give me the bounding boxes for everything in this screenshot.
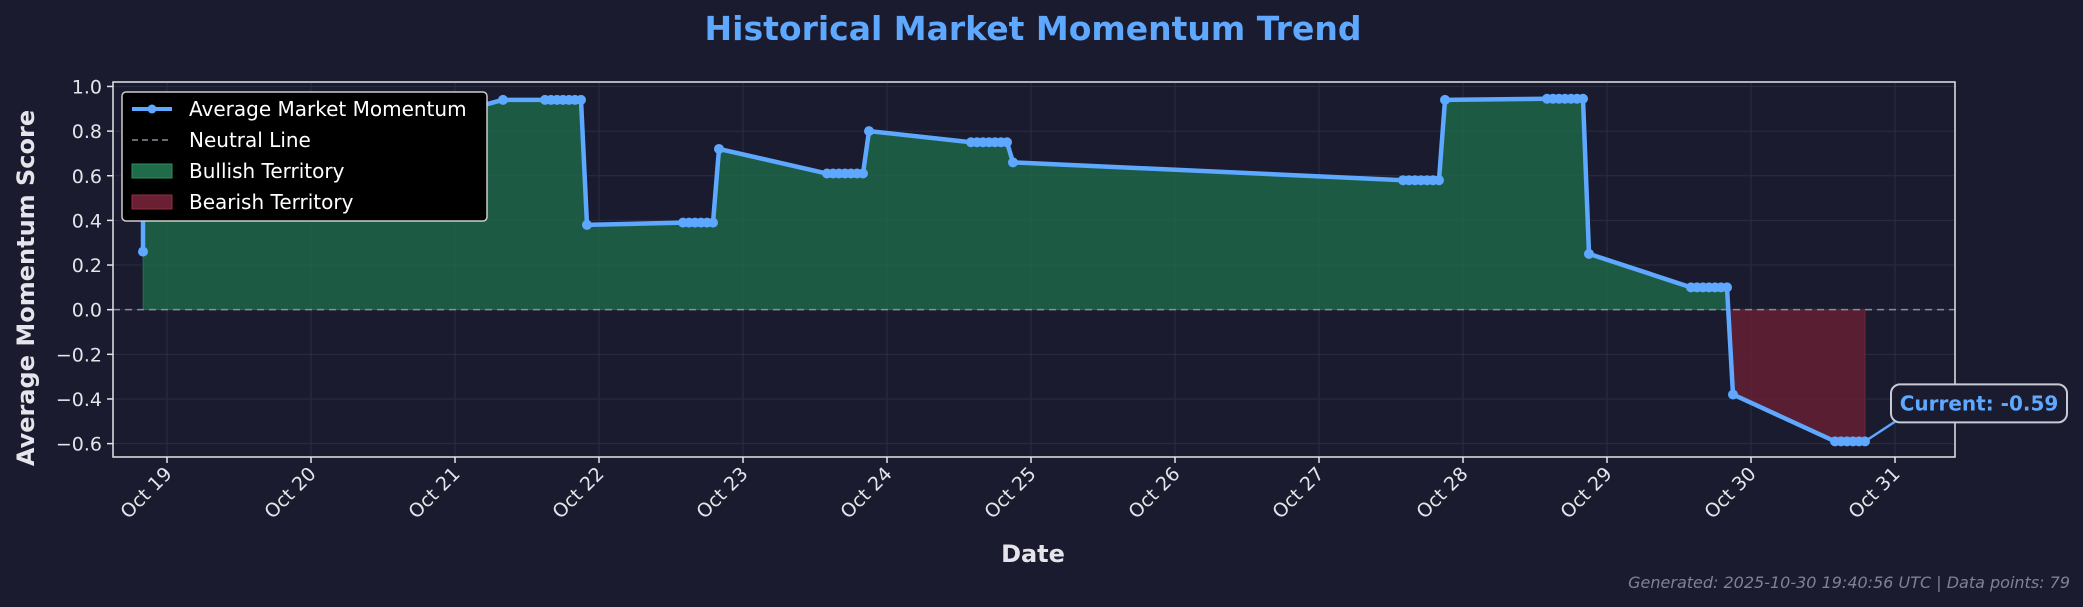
footer-generated-info: Generated: 2025-10-30 19:40:56 UTC | Dat…: [1628, 573, 2070, 592]
data-point: [1002, 137, 1012, 148]
y-tick-label: 0.0: [72, 300, 102, 322]
data-point: [864, 126, 874, 137]
data-point: [708, 217, 718, 228]
x-tick-label: Oct 22: [548, 463, 608, 523]
x-tick-label: Oct 25: [980, 463, 1040, 523]
legend-entry-bearish: Bearish Territory: [189, 190, 354, 214]
plot-area: [112, 81, 1956, 458]
x-tick-label: Oct 30: [1700, 463, 1760, 523]
data-point: [1860, 436, 1870, 447]
y-tick-label: 0.6: [72, 166, 102, 188]
x-tick-label: Oct 24: [836, 463, 896, 523]
legend: Average Market Momentum Neutral Line Bul…: [121, 91, 488, 222]
x-tick-label: Oct 20: [260, 463, 320, 523]
y-tick-label: −0.4: [56, 389, 102, 411]
plot-frame: [112, 81, 1956, 458]
x-axis-ticks: Oct 19 Oct 20 Oct 21 Oct 22 Oct 23 Oct 24 Oct …: [116, 457, 1905, 523]
y-tick-label: 0.8: [72, 121, 102, 143]
data-point: [1584, 248, 1594, 259]
legend-box: [121, 91, 488, 222]
y-tick-label: −0.2: [56, 344, 102, 366]
chart-title: Historical Market Momentum Trend: [705, 9, 1362, 48]
y-axis-ticks: −0.6 −0.4 −0.2 0.0 0.2 0.4 0.6 0.8 1.0: [56, 76, 113, 456]
data-point: [1008, 157, 1018, 168]
data-point: [582, 219, 592, 230]
x-axis-label: Date: [1001, 540, 1065, 568]
x-tick-label: Oct 27: [1268, 463, 1328, 523]
legend-entry-series: Average Market Momentum: [189, 97, 467, 121]
x-tick-label: Oct 29: [1556, 463, 1616, 523]
data-point: [1434, 175, 1444, 186]
data-point: [138, 246, 148, 257]
x-tick-label: Oct 23: [692, 463, 752, 523]
x-tick-label: Oct 19: [116, 463, 176, 523]
data-point: [1578, 93, 1588, 104]
callout-arrow: [1867, 419, 1898, 441]
data-point: [858, 168, 868, 179]
y-tick-label: 0.2: [72, 255, 102, 277]
data-point: [1722, 282, 1732, 293]
x-tick-label: Oct 21: [404, 463, 464, 523]
x-tick-label: Oct 26: [1124, 463, 1184, 523]
legend-entry-bullish: Bullish Territory: [189, 159, 345, 183]
callout-box: [1890, 383, 2068, 424]
y-tick-label: 1.0: [72, 76, 102, 98]
data-point: [576, 94, 586, 105]
data-point: [1440, 94, 1450, 105]
y-axis-label: Average Momentum Score: [12, 110, 40, 466]
callout-text: Current: -0.59: [1900, 391, 2059, 415]
legend-entry-neutral: Neutral Line: [189, 128, 311, 152]
legend-bullish-swatch-icon: [131, 163, 173, 179]
data-point: [1728, 389, 1738, 400]
current-value-callout: Current: -0.59: [1867, 383, 2068, 441]
legend-bearish-swatch-icon: [131, 194, 173, 210]
y-tick-label: 0.4: [72, 210, 102, 232]
legend-marker-icon: [147, 104, 157, 114]
data-point: [714, 143, 724, 154]
y-tick-label: −0.6: [56, 434, 102, 456]
series-points: [138, 93, 1870, 447]
data-point: [498, 94, 508, 105]
x-tick-label: Oct 31: [1844, 463, 1904, 523]
x-tick-label: Oct 28: [1412, 463, 1472, 523]
